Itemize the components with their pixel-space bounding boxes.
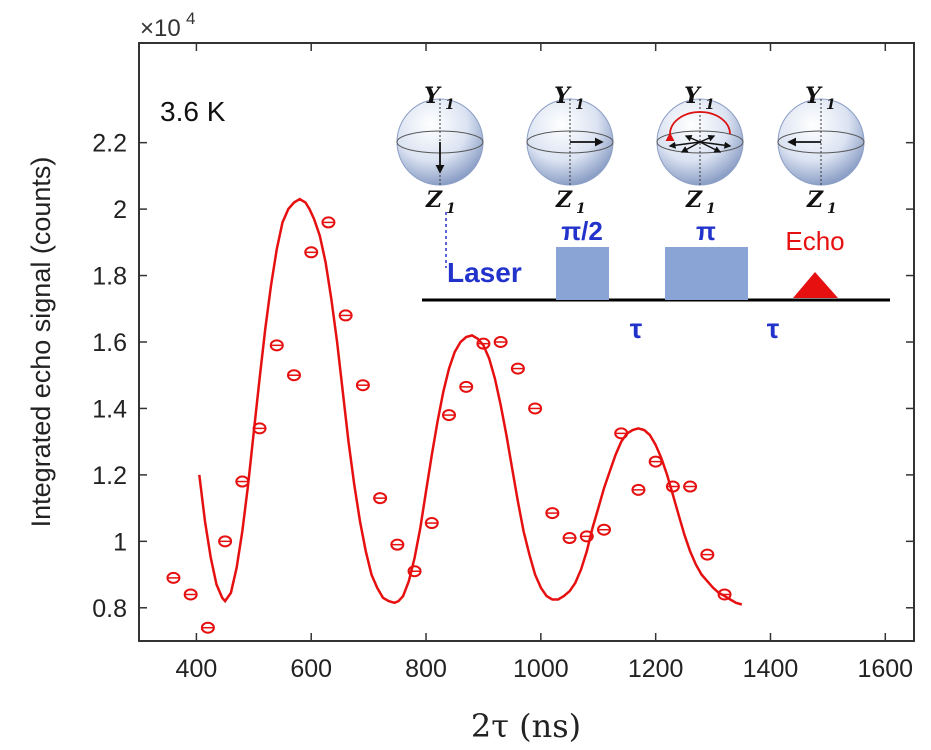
sphere-y-label: Y: [424, 83, 442, 109]
y-tick-label: 2.2: [92, 130, 127, 158]
bloch-sphere: Y 1Z 1: [777, 83, 865, 217]
sphere-y-label: Y: [684, 83, 702, 109]
sphere-z-label: Z: [425, 187, 443, 213]
bloch-sphere: Y 1Z 1: [526, 83, 614, 217]
data-point: [631, 483, 646, 496]
data-point: [700, 548, 715, 561]
sphere-z-subscript: 1: [446, 201, 456, 217]
data-point: [459, 380, 474, 393]
data-point: [252, 422, 267, 435]
data-point: [442, 409, 456, 422]
sphere-y-subscript: 1: [445, 97, 455, 113]
data-point: [355, 379, 370, 392]
data-point: [510, 362, 525, 375]
y-tick-label: 1.4: [92, 395, 127, 423]
data-point: [321, 216, 336, 229]
sphere-z-subscript: 1: [827, 201, 837, 217]
axis-ticks: 400 600 800 1000 1200 1400 1600 0.8 1 1.2 1.4 1.6 1.…: [92, 43, 914, 683]
echo-label: Echo: [785, 226, 844, 256]
data-point: [545, 507, 560, 520]
y-tick-label: 2: [113, 196, 127, 224]
data-point: [614, 427, 629, 440]
y-tick-label: 1.6: [92, 329, 127, 357]
data-series: [166, 197, 743, 634]
y-multiplier: ×10 4: [140, 9, 195, 42]
laser-label: Laser: [447, 257, 522, 288]
data-point: [648, 455, 663, 468]
data-point: [304, 246, 319, 259]
x-tick-label: 400: [176, 655, 218, 683]
sphere-y-subscript: 1: [575, 97, 585, 113]
x-tick-label: 1600: [857, 655, 913, 683]
tau-label-1: τ: [630, 313, 643, 344]
data-point: [597, 523, 611, 536]
sphere-z-subscript: 1: [706, 201, 716, 217]
data-point: [424, 517, 439, 530]
data-point: [200, 621, 215, 634]
x-tick-label: 1200: [628, 655, 684, 683]
pi-label: π: [696, 216, 716, 246]
data-point: [373, 492, 388, 505]
tau-label-2: τ: [767, 313, 780, 344]
sphere-z-label: Z: [555, 187, 573, 213]
pulse-sequence-inset: Laser π/2 π Echo τ τ: [422, 212, 890, 344]
sphere-y-label: Y: [554, 83, 572, 109]
pi-half-label: π/2: [561, 216, 603, 246]
x-tick-label: 600: [290, 655, 332, 683]
sphere-y-subscript: 1: [826, 97, 836, 113]
data-point: [183, 588, 198, 601]
y-axis-title: Integrated echo signal (counts): [26, 157, 56, 528]
temperature-label: 3.6 K: [160, 96, 226, 127]
x-tick-label: 800: [405, 655, 447, 683]
y-tick-label: 1: [113, 528, 127, 556]
data-point: [717, 588, 732, 601]
data-point: [235, 475, 250, 488]
sphere-z-subscript: 1: [576, 201, 586, 217]
bloch-sphere: Y 1Z 1: [656, 83, 744, 217]
y-multiplier-exponent: 4: [186, 9, 195, 28]
pi-pulse: [665, 247, 748, 300]
x-tick-label: 1000: [513, 655, 569, 683]
data-point: [269, 339, 284, 352]
echo-triangle: [793, 272, 838, 298]
data-point: [579, 530, 594, 543]
x-tick-label: 1400: [743, 655, 799, 683]
bloch-sphere: Y 1Z 1: [396, 83, 484, 217]
fit-curve: [198, 197, 743, 606]
sphere-z-label: Z: [806, 187, 824, 213]
data-point: [338, 309, 353, 322]
data-point: [407, 565, 422, 578]
data-point: [528, 402, 543, 415]
sphere-y-label: Y: [805, 83, 823, 109]
pi-half-pulse: [556, 247, 609, 300]
y-tick-label: 1.8: [92, 263, 127, 291]
sphere-y-subscript: 1: [705, 97, 715, 113]
data-point: [683, 480, 698, 493]
data-point: [493, 336, 508, 348]
data-point: [166, 571, 181, 584]
y-multiplier-base: ×10: [140, 15, 181, 42]
y-tick-label: 1.2: [92, 462, 127, 490]
data-point: [665, 480, 680, 493]
sphere-z-label: Z: [685, 187, 703, 213]
data-point: [390, 538, 405, 551]
data-point: [287, 369, 301, 382]
y-tick-label: 0.8: [92, 595, 127, 623]
bloch-spheres: Y 1Z 1Y 1Z 1Y 1Z 1Y 1Z 1: [396, 83, 865, 217]
x-axis-title: 2τ (ns): [471, 707, 581, 745]
data-point: [562, 532, 577, 545]
data-point: [218, 535, 233, 548]
data-point: [476, 337, 491, 350]
